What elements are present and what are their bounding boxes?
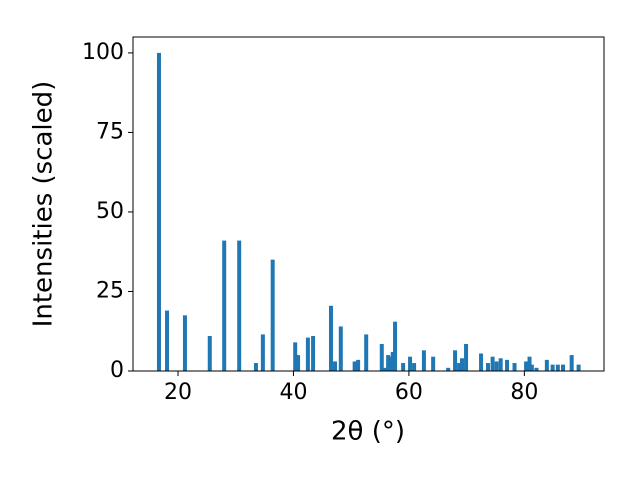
x-tick-label: 20: [164, 380, 192, 405]
bar: [512, 363, 517, 371]
bar: [453, 350, 458, 371]
bar: [485, 363, 490, 371]
bar: [379, 343, 384, 371]
bar: [550, 364, 555, 371]
bar: [544, 359, 549, 371]
bar: [182, 315, 187, 371]
bar: [421, 350, 426, 371]
y-tick-label: 50: [96, 199, 124, 224]
bar: [328, 305, 333, 371]
x-axis-label: 2θ (°): [331, 417, 405, 447]
bar: [529, 364, 534, 371]
y-tick-label: 0: [110, 358, 124, 383]
bar: [527, 356, 532, 371]
bar: [498, 358, 503, 371]
bar: [390, 351, 395, 371]
x-tick-label: 60: [395, 380, 423, 405]
bar: [561, 364, 566, 371]
bar: [446, 367, 451, 371]
y-tick-label: 100: [82, 40, 124, 65]
bar: [305, 337, 310, 371]
x-tick-label: 80: [510, 380, 538, 405]
bar: [338, 326, 343, 371]
y-tick-label: 75: [96, 119, 124, 144]
bar: [253, 363, 258, 371]
bar: [382, 367, 387, 371]
bar: [524, 361, 529, 371]
y-axis-label: Intensities (scaled): [29, 81, 59, 328]
bar: [270, 259, 275, 371]
bar: [356, 359, 361, 371]
bar: [393, 321, 398, 371]
bar: [505, 359, 510, 371]
bar: [296, 355, 301, 371]
bar: [479, 353, 484, 371]
bar: [555, 364, 560, 371]
bar: [534, 367, 539, 371]
bar: [311, 336, 316, 371]
bar: [156, 52, 161, 372]
bar: [494, 361, 499, 371]
bar: [260, 334, 265, 371]
bar: [490, 356, 495, 371]
y-tick-label: 25: [96, 278, 124, 303]
bar: [408, 356, 413, 371]
bar: [165, 310, 170, 371]
bar: [569, 355, 574, 371]
bar: [352, 361, 357, 371]
bar: [207, 336, 212, 371]
x-tick-label: 40: [279, 380, 307, 405]
plot-frame: [132, 36, 605, 372]
bar: [222, 240, 227, 371]
bar: [333, 361, 338, 371]
bar: [576, 364, 581, 371]
bar: [364, 334, 369, 371]
bar: [460, 358, 465, 371]
bar: [457, 363, 462, 371]
bar: [464, 343, 469, 371]
bar: [293, 342, 298, 371]
bar: [237, 240, 242, 371]
bar: [431, 356, 436, 371]
bar: [412, 363, 417, 371]
bar: [401, 363, 406, 371]
bar: [386, 355, 391, 371]
